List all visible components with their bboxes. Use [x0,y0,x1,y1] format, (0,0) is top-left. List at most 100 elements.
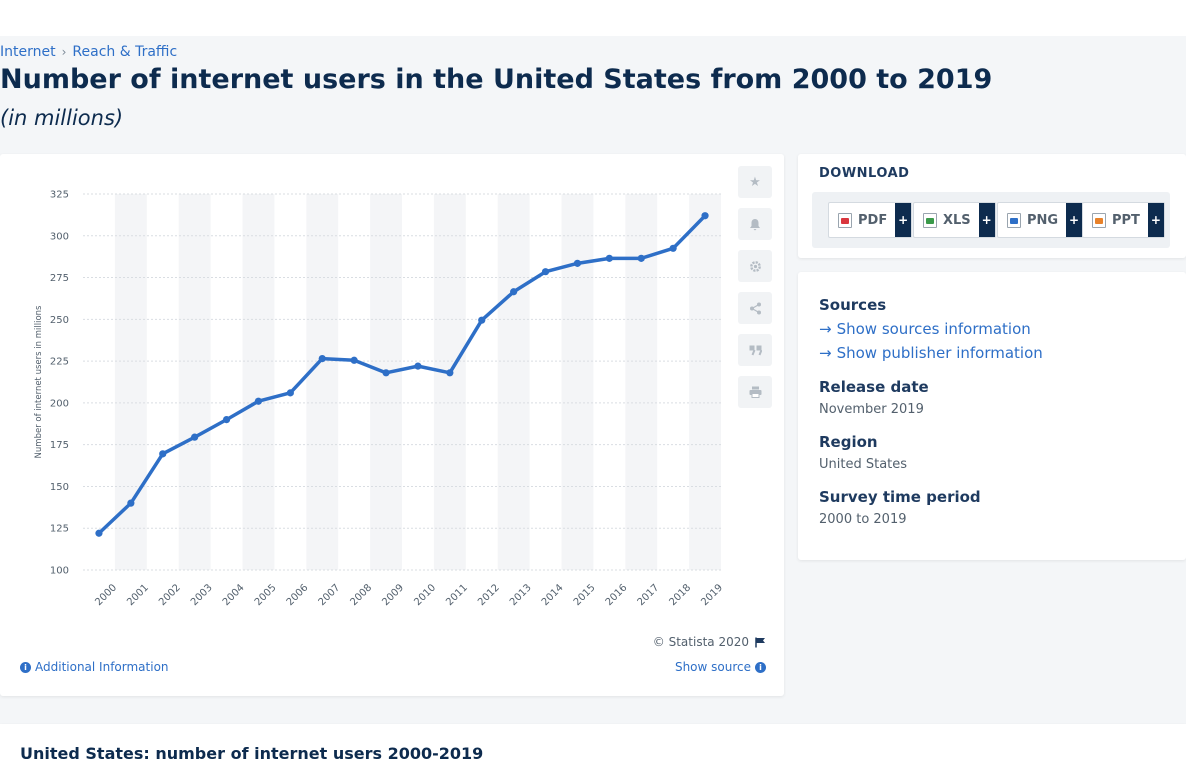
xls-file-icon [923,212,937,228]
data-point [478,316,486,324]
pdf-file-icon [838,212,852,228]
breadcrumb-internet[interactable]: Internet [0,44,56,60]
download-pdf-button[interactable]: PDF + [828,202,913,238]
copyright: © Statista 2020 [653,635,766,649]
y-tick-label: 300 [50,231,69,242]
data-point [510,288,518,296]
download-ppt-button[interactable]: PPT + [1082,202,1165,238]
share-icon[interactable] [738,292,772,324]
gear-icon[interactable] [738,250,772,282]
related-section: United States: number of internet users … [0,724,1186,760]
x-tick-label: 2005 [253,582,279,608]
statistic-details-card: Sources → Show sources information → Sho… [798,272,1186,560]
y-tick-label: 225 [50,357,69,368]
region-heading: Region [819,433,878,451]
column-band [306,194,339,570]
data-point [159,450,167,458]
flag-icon[interactable] [755,637,766,648]
breadcrumb: Internet › Reach & Traffic [0,44,177,60]
x-tick-label: 2000 [93,582,119,608]
column-band [625,194,658,570]
arrow-right-icon: → [819,344,832,362]
survey-period-value: 2000 to 2019 [819,512,907,527]
breadcrumb-separator: › [61,45,67,59]
download-png-button[interactable]: PNG + [997,202,1084,238]
y-tick-label: 100 [50,566,69,577]
show-sources-label: Show sources information [836,320,1031,338]
line-chart: 100 125 150 175 200 225 250 275 300 325 Number of … [34,190,725,609]
data-point [573,259,582,267]
x-tick-label: 2007 [317,582,343,608]
release-date-heading: Release date [819,378,929,396]
download-pdf-label: PDF [858,212,888,228]
additional-information-link[interactable]: i Additional Information [20,660,169,674]
column-band [561,194,594,570]
data-point [95,529,103,537]
series-line [97,213,707,535]
x-tick-label: 2015 [572,582,598,608]
png-file-icon [1007,212,1021,228]
arrow-right-icon: → [819,320,832,338]
data-point [541,268,550,276]
show-publisher-link[interactable]: → Show publisher information [819,344,1043,362]
bell-icon[interactable] [738,208,772,240]
data-point [701,212,709,220]
copyright-text: © Statista 2020 [652,635,749,649]
quote-icon[interactable] [738,334,772,366]
x-tick-label: 2012 [476,582,502,608]
x-tick-label: 2010 [412,582,438,608]
download-xls-button[interactable]: XLS + [913,202,996,238]
y-tick-label: 175 [50,440,69,451]
data-point [254,397,263,405]
y-tick-label: 200 [50,398,69,409]
y-tick-label: 275 [50,273,69,284]
plus-icon: + [1066,203,1083,237]
show-source-link[interactable]: Show source i [675,660,766,674]
column-band [689,194,721,570]
x-tick-label: 2019 [699,582,725,608]
data-point [669,244,677,252]
plus-icon: + [895,203,912,237]
data-point [350,356,358,364]
info-icon: i [20,661,31,673]
y-tick-label: 125 [50,524,69,535]
download-title: DOWNLOAD [819,166,910,181]
download-ppt-label: PPT [1112,212,1140,228]
x-tick-label: 2013 [508,582,534,608]
y-tick-label: 150 [50,482,69,493]
info-icon: i [755,661,766,673]
x-tick-label: 2002 [157,582,183,608]
chart-toolbar: ★ [738,166,772,408]
x-tick-label: 2001 [125,582,151,608]
page-title: Number of internet users in the United S… [0,64,993,95]
x-tick-label: 2014 [540,582,566,608]
column-band [433,194,466,570]
breadcrumb-reach-traffic[interactable]: Reach & Traffic [72,44,178,60]
show-source-label: Show source [674,660,751,674]
y-tick-label: 325 [50,190,69,201]
column-band [114,194,147,570]
data-point [222,416,231,424]
x-tick-label: 2017 [636,582,662,608]
show-publisher-label: Show publisher information [836,344,1043,362]
region-value: United States [819,457,908,472]
data-point [605,254,613,262]
related-section-title: United States: number of internet users … [20,744,484,760]
column-band [497,194,530,570]
plus-icon: + [1147,203,1164,237]
data-point [286,389,294,397]
y-axis-label: Number of internet users in millions [34,305,44,458]
print-icon[interactable] [738,376,772,408]
x-tick-label: 2009 [380,582,406,608]
x-tick-label: 2016 [604,582,630,608]
data-point [637,254,645,262]
show-sources-link[interactable]: → Show sources information [819,320,1031,338]
release-date-value: November 2019 [819,402,924,417]
column-band [178,194,211,570]
download-bar: PDF + XLS + PNG + PPT + [812,192,1170,248]
star-icon[interactable]: ★ [738,166,772,198]
data-point [191,433,199,441]
data-point [318,355,326,363]
data-point [414,362,422,370]
column-band [242,194,275,570]
